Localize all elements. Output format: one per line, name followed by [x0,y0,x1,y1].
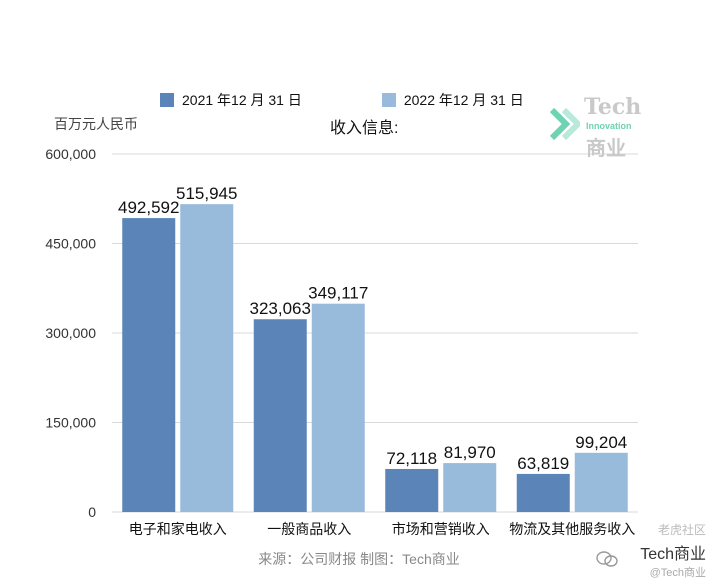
corner-watermark: 老虎社区 Tech商业 @Tech商业 [640,521,706,580]
bar [180,204,234,512]
x-tick-label: 市场和营销收入 [392,521,490,537]
data-label: 99,204 [575,433,627,452]
legend-swatch-2022 [381,93,396,107]
chart-title: 收入信息: [330,120,399,137]
x-tick-label: 一般商品收入 [267,521,351,537]
y-tick-label: 600,000 [45,146,96,162]
watermark-title: Tech [584,94,642,120]
corner-sub: @Tech商业 [649,567,706,579]
data-label: 323,063 [250,299,311,318]
x-tick-label: 电子和家电收入 [129,521,227,537]
legend-item-2022: 2022 年12 月 31 日 [381,90,524,110]
bar [311,303,365,512]
y-tick-label: 150,000 [45,415,96,431]
bar [385,468,439,512]
y-axis-unit-label: 百万元人民币 [54,116,138,132]
watermark-subtitle: Innovation [586,121,632,131]
data-label: 63,819 [517,454,569,473]
bar [574,452,628,512]
legend-swatch-2021 [160,93,174,107]
data-label: 81,970 [444,443,496,462]
watermark-cn: 商业 [586,138,626,160]
corner-logo: 老虎社区 [657,523,706,537]
bar [253,319,307,512]
y-tick-label: 300,000 [45,325,96,341]
legend-label-2021: 2021 年12 月 31 日 [182,92,302,108]
legend-item-2021: 2021 年12 月 31 日 [160,90,302,110]
chat-bubble-icon [596,551,618,567]
bar [443,463,497,512]
corner-main: Tech商业 [640,546,706,563]
y-tick-label: 0 [88,504,96,520]
watermark-arrow-icon [550,107,580,141]
data-label: 72,118 [386,449,437,468]
bar [516,473,570,512]
source-caption: 来源：公司财报 制图：Tech商业 [258,551,460,567]
bar [122,218,176,512]
data-label: 492,592 [118,198,179,217]
tech-watermark: Tech Innovation 商业 [548,94,644,160]
data-label: 349,117 [308,284,368,303]
legend: 2021 年12 月 31 日 2022 年12 月 31 日 [160,90,524,110]
x-tick-label: 物流及其他服务收入 [509,521,635,537]
legend-label-2022: 2022 年12 月 31 日 [403,92,524,108]
y-tick-label: 450,000 [45,236,96,252]
data-label: 515,945 [176,184,237,203]
